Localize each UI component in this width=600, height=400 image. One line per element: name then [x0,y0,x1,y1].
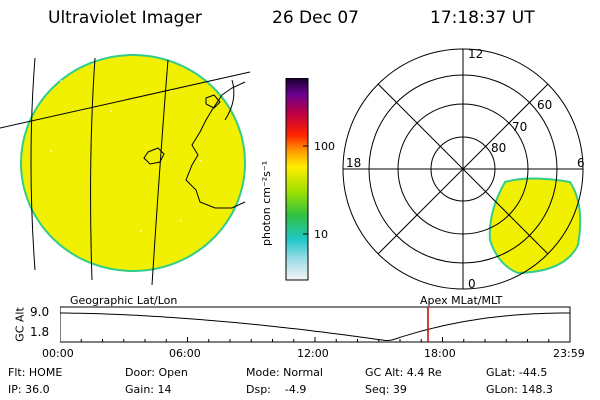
coastline [143,81,246,209]
app-title: Ultraviolet Imager [48,8,202,28]
time-tick-3: 18:00 [424,347,456,360]
status-flt: Flt: HOME [8,366,63,379]
polar-plot [342,48,584,290]
mlt-12-label: 12 [468,47,484,61]
status-glat: GLat: -44.5 [486,366,548,379]
mlt-6-label: 6 [577,156,585,170]
status-mode: Mode: Normal [246,366,323,379]
time-tick-4: 23:59 [553,347,585,360]
colorbar: photon cm⁻²s⁻¹ [260,78,309,281]
mlat-60-label: 60 [537,98,553,112]
status-ip: IP: 36.0 [8,383,50,396]
mlat-70-label: 70 [512,120,528,134]
polar-uv-region [488,177,582,275]
gc-alt-axis-label: GC Alt [13,307,27,342]
time-tick-0: 00:00 [42,347,74,360]
colorbar-scale [285,78,309,281]
status-seq: Seq: 39 [365,383,407,396]
colorbar-tick-100: 100 [314,140,335,153]
polar-grid [342,48,584,290]
status-door: Door: Open [125,366,188,379]
status-gc-alt: GC Alt: 4.4 Re [365,366,442,379]
time-tick-1: 06:00 [169,347,201,360]
apex-panel-label: Apex MLat/MLT [420,294,503,307]
timeline-ticks [60,337,571,342]
timeline-frame [60,306,571,343]
altitude-curve [60,312,570,342]
mlt-0-label: 0 [468,277,476,291]
colorbar-unit-label: photon cm⁻²s⁻¹ [260,161,273,246]
colorbar-tick-10: 10 [314,228,328,241]
time-tick-2: 12:00 [297,347,329,360]
status-glon: GLon: 148.3 [486,383,553,396]
mlat-80-label: 80 [491,141,507,155]
graticule [0,57,251,286]
geographic-panel-label: Geographic Lat/Lon [70,294,178,307]
status-dsp: Dsp: -4.9 [246,383,307,396]
alt-ymax-label: 9.0 [30,305,50,319]
time-label: 17:18:37 UT [430,8,535,28]
alt-ymin-label: 1.8 [30,325,50,339]
mlt-18-label: 18 [346,156,362,170]
date-label: 26 Dec 07 [272,8,359,28]
geographic-image-panel [0,54,251,286]
status-gain: Gain: 14 [125,383,172,396]
uv-disk [20,54,246,272]
altitude-timeline [60,306,571,343]
